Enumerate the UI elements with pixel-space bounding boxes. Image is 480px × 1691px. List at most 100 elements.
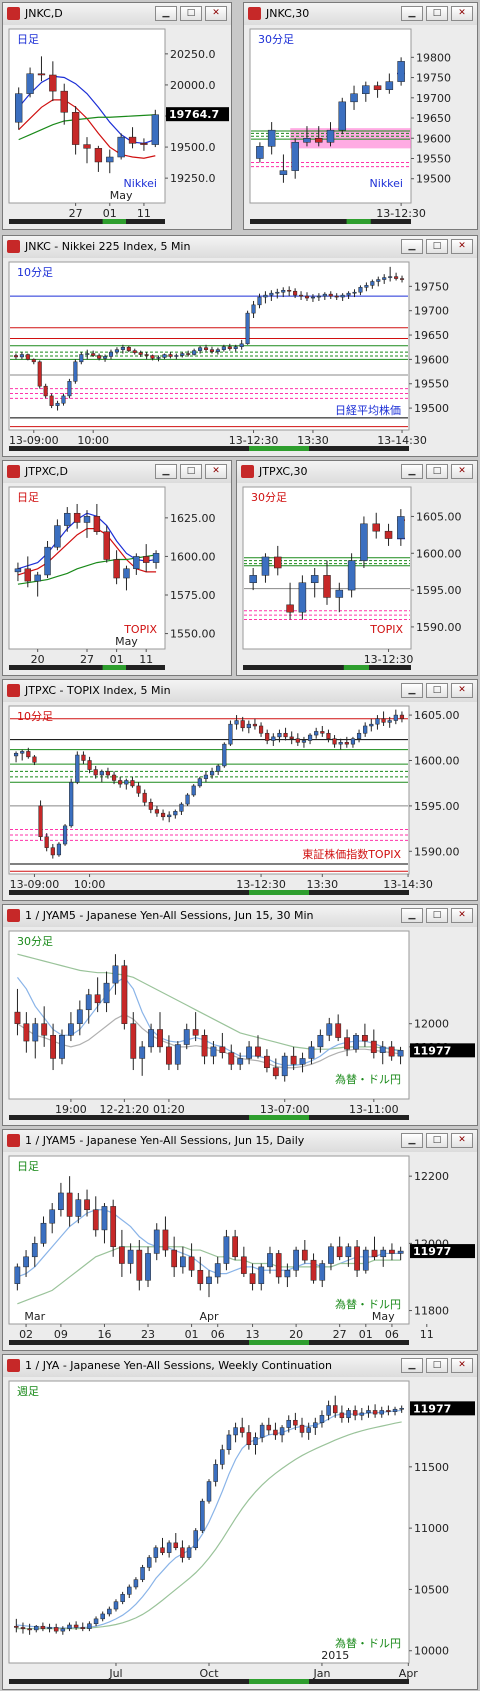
candle-body xyxy=(87,760,92,770)
candle-body xyxy=(384,530,393,539)
chart-window-w5[interactable]: JTPXC,30 ▁ □ ✕ 1605.00 1600.00 1595.00 1590.00 1… xyxy=(236,460,478,676)
window-titlebar[interactable]: JNKC,30 ▁ □ ✕ xyxy=(244,3,477,26)
close-button[interactable]: ✕ xyxy=(451,908,473,923)
candle xyxy=(322,292,327,300)
chart-window-w4[interactable]: JTPXC,D ▁ □ ✕ 1625.00 1600.00 1575.00 1550.00 20… xyxy=(2,460,232,676)
maximize-button[interactable]: □ xyxy=(426,464,448,479)
candle-body xyxy=(326,1023,333,1036)
chart-window-w6[interactable]: JTPXC - TOPIX Index, 5 Min ▁ □ ✕ 1605.00 1600… xyxy=(2,679,478,901)
candle-body xyxy=(83,516,91,523)
candle xyxy=(55,400,60,411)
close-button[interactable]: ✕ xyxy=(451,239,473,254)
candle xyxy=(352,1405,358,1421)
window-titlebar[interactable]: 1 / JYAM5 - Japanese Yen-All Sessions, J… xyxy=(3,1130,477,1153)
candle xyxy=(310,568,319,598)
candle xyxy=(256,142,264,163)
window-titlebar[interactable]: JTPXC,D ▁ □ ✕ xyxy=(3,461,231,484)
candle-body xyxy=(314,731,319,736)
candle-body xyxy=(112,965,119,984)
maximize-button[interactable]: □ xyxy=(426,1358,448,1373)
candle xyxy=(272,1058,279,1080)
candle-body xyxy=(263,1055,270,1068)
candle-body xyxy=(298,582,307,613)
candle xyxy=(266,1417,272,1435)
candle-body xyxy=(363,725,368,734)
candle-body xyxy=(49,1209,56,1224)
candle xyxy=(142,789,147,806)
candle-body xyxy=(275,1253,282,1278)
candle-body xyxy=(53,1627,59,1632)
candle-body xyxy=(73,512,81,523)
candle-body xyxy=(130,780,135,787)
minimize-button[interactable]: ▁ xyxy=(401,6,423,21)
chart-window-w8[interactable]: 1 / JYAM5 - Japanese Yen-All Sessions, J… xyxy=(2,1129,478,1351)
window-titlebar[interactable]: JNKC - Nikkei 225 Index, 5 Min ▁ □ ✕ xyxy=(3,236,477,259)
candle xyxy=(298,575,307,620)
maximize-button[interactable]: □ xyxy=(180,464,202,479)
candle xyxy=(193,1528,198,1551)
candle-body xyxy=(263,294,268,298)
maximize-button[interactable]: □ xyxy=(426,1133,448,1148)
timeframe-label: 10分足 xyxy=(17,266,53,279)
close-button[interactable]: ✕ xyxy=(451,683,473,698)
window-titlebar[interactable]: JTPXC - TOPIX Index, 5 Min ▁ □ ✕ xyxy=(3,680,477,703)
chart-window-w1[interactable]: JNKC,D▁□✕20250.020000.019750.019500.0192… xyxy=(2,2,232,230)
chart-window-w9[interactable]: 1 / JYA - Japanese Yen-All Sessions, Wee… xyxy=(2,1354,478,1690)
close-button[interactable]: ✕ xyxy=(451,1358,473,1373)
minimize-button[interactable]: ▁ xyxy=(401,908,423,923)
chart-window-w2[interactable]: JNKC,30 ▁ □ ✕ 19800 19750 19700 19650 19600 19550… xyxy=(243,2,478,230)
window-titlebar[interactable]: 1 / JYAM5 - Japanese Yen-All Sessions, J… xyxy=(3,905,477,928)
candle xyxy=(281,1052,288,1082)
candle xyxy=(239,339,244,350)
candle xyxy=(320,725,325,737)
maximize-button[interactable]: □ xyxy=(426,239,448,254)
window-title: 1 / JYAM5 - Japanese Yen-All Sessions, J… xyxy=(25,909,314,922)
candle-body xyxy=(14,1011,21,1024)
minimize-button[interactable]: ▁ xyxy=(401,1133,423,1148)
maximize-button[interactable]: □ xyxy=(426,908,448,923)
candle xyxy=(362,81,370,102)
time-scroll-thumb xyxy=(102,219,126,224)
window-titlebar[interactable]: JTPXC,30 ▁ □ ✕ xyxy=(237,461,477,484)
minimize-button[interactable]: ▁ xyxy=(401,239,423,254)
candle xyxy=(56,842,62,857)
close-button[interactable]: ✕ xyxy=(451,6,473,21)
candle-body xyxy=(385,81,394,90)
minimize-button[interactable]: ▁ xyxy=(401,1358,423,1373)
close-button[interactable]: ✕ xyxy=(451,1133,473,1148)
window-titlebar[interactable]: 1 / JYA - Japanese Yen-All Sessions, Wee… xyxy=(3,1355,477,1378)
close-button[interactable]: ✕ xyxy=(205,6,227,21)
maximize-button[interactable]: □ xyxy=(426,6,448,21)
candle xyxy=(145,1246,151,1288)
minimize-button[interactable]: ▁ xyxy=(155,464,177,479)
candle-body xyxy=(246,723,251,729)
candle-body xyxy=(310,1259,317,1281)
candle-body xyxy=(326,1405,331,1416)
close-button[interactable]: ✕ xyxy=(451,464,473,479)
candle-body xyxy=(183,1029,190,1045)
close-button[interactable]: ✕ xyxy=(205,464,227,479)
candle xyxy=(19,352,24,360)
candle-body xyxy=(80,1627,86,1629)
moving-average-line xyxy=(18,114,156,141)
cqg-app-icon xyxy=(7,240,20,253)
chart-window-w3[interactable]: JNKC - Nikkei 225 Index, 5 Min ▁ □ ✕ 19750 19… xyxy=(2,235,478,457)
candle xyxy=(299,1052,306,1073)
window-titlebar[interactable]: JNKC,D ▁ □ ✕ xyxy=(3,3,231,26)
candle xyxy=(160,1537,165,1556)
candle-body xyxy=(281,289,286,293)
minimize-button[interactable]: ▁ xyxy=(401,464,423,479)
candle xyxy=(103,525,110,563)
maximize-button[interactable]: □ xyxy=(426,683,448,698)
maximize-button[interactable]: □ xyxy=(180,6,202,21)
minimize-button[interactable]: ▁ xyxy=(401,683,423,698)
chart-window-w7[interactable]: 1 / JYAM5 - Japanese Yen-All Sessions, J… xyxy=(2,904,478,1126)
minimize-button[interactable]: ▁ xyxy=(155,6,177,21)
candle-body xyxy=(397,61,405,82)
candle-body xyxy=(69,782,74,827)
candle-body xyxy=(66,1192,73,1217)
candle xyxy=(93,1616,99,1627)
y-tick-label: 19500.0 xyxy=(170,141,216,154)
candle-body xyxy=(123,568,130,579)
candle-body xyxy=(239,1427,245,1433)
